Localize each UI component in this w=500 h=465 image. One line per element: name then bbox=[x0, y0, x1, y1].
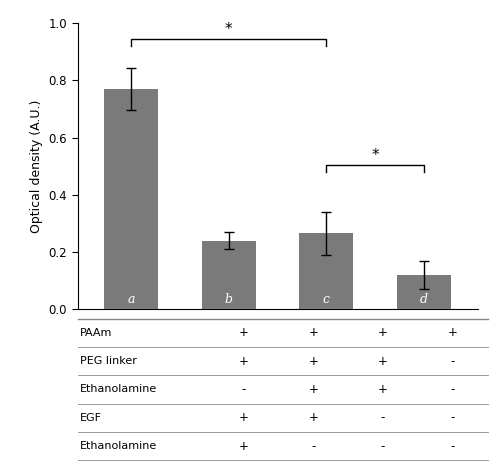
Text: +: + bbox=[308, 412, 318, 424]
Text: d: d bbox=[420, 293, 428, 306]
Text: *: * bbox=[225, 22, 232, 37]
Text: -: - bbox=[242, 383, 246, 396]
Text: EGF: EGF bbox=[80, 413, 102, 423]
Text: -: - bbox=[311, 440, 316, 452]
Text: -: - bbox=[450, 440, 455, 452]
Text: +: + bbox=[378, 355, 388, 367]
Text: +: + bbox=[308, 326, 318, 339]
Bar bbox=[300, 233, 353, 309]
Text: +: + bbox=[308, 383, 318, 396]
Text: +: + bbox=[378, 326, 388, 339]
Text: +: + bbox=[238, 355, 248, 367]
Bar bbox=[202, 240, 256, 309]
Text: -: - bbox=[450, 355, 455, 367]
Text: PAAm: PAAm bbox=[80, 328, 112, 338]
Text: -: - bbox=[381, 440, 385, 452]
Text: +: + bbox=[238, 326, 248, 339]
Y-axis label: Optical density (A.U.): Optical density (A.U.) bbox=[30, 100, 43, 233]
Text: c: c bbox=[323, 293, 330, 306]
Text: *: * bbox=[371, 147, 379, 163]
Text: +: + bbox=[308, 355, 318, 367]
Text: -: - bbox=[450, 383, 455, 396]
Text: Ethanolamine: Ethanolamine bbox=[80, 441, 157, 451]
Text: +: + bbox=[448, 326, 458, 339]
Text: PEG linker: PEG linker bbox=[80, 356, 137, 366]
Text: +: + bbox=[238, 440, 248, 452]
Text: +: + bbox=[378, 383, 388, 396]
Bar bbox=[397, 275, 450, 309]
Text: b: b bbox=[224, 293, 232, 306]
Text: -: - bbox=[381, 412, 385, 424]
Text: a: a bbox=[128, 293, 135, 306]
Text: -: - bbox=[450, 412, 455, 424]
Bar bbox=[104, 89, 158, 309]
Text: +: + bbox=[238, 412, 248, 424]
Text: Ethanolamine: Ethanolamine bbox=[80, 385, 157, 394]
